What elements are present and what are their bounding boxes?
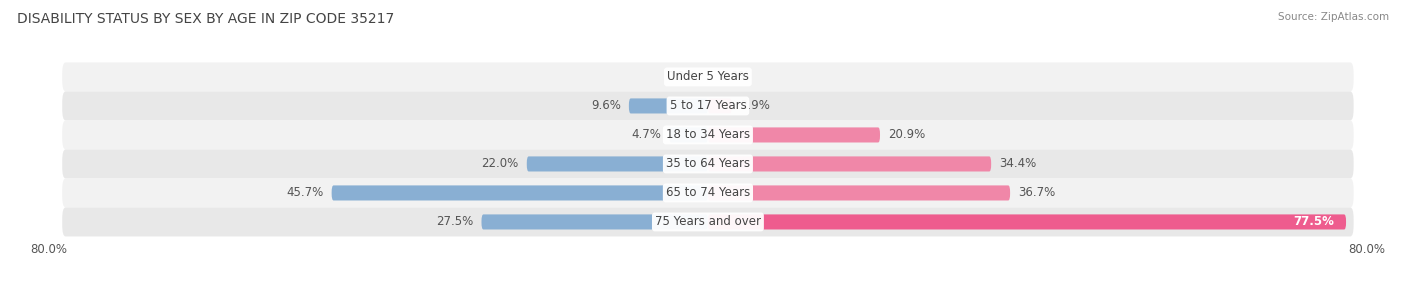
FancyBboxPatch shape	[62, 63, 1354, 92]
Text: 34.4%: 34.4%	[1000, 157, 1036, 170]
FancyBboxPatch shape	[481, 214, 709, 229]
Text: 5 to 17 Years: 5 to 17 Years	[669, 99, 747, 113]
FancyBboxPatch shape	[62, 120, 1354, 149]
Legend: Male, Female: Male, Female	[647, 302, 769, 305]
FancyBboxPatch shape	[709, 156, 991, 171]
Text: 20.9%: 20.9%	[889, 128, 925, 142]
FancyBboxPatch shape	[709, 99, 731, 113]
Text: 4.7%: 4.7%	[631, 128, 661, 142]
Text: 0.0%: 0.0%	[666, 70, 696, 84]
Text: 9.6%: 9.6%	[591, 99, 620, 113]
Text: 2.9%: 2.9%	[740, 99, 770, 113]
FancyBboxPatch shape	[332, 185, 709, 200]
FancyBboxPatch shape	[62, 149, 1354, 178]
Text: 36.7%: 36.7%	[1018, 186, 1056, 199]
Text: 22.0%: 22.0%	[481, 157, 519, 170]
FancyBboxPatch shape	[628, 99, 709, 113]
Text: 75 Years and over: 75 Years and over	[655, 215, 761, 228]
FancyBboxPatch shape	[669, 127, 709, 142]
FancyBboxPatch shape	[709, 185, 1010, 200]
Text: Under 5 Years: Under 5 Years	[666, 70, 749, 84]
Text: DISABILITY STATUS BY SEX BY AGE IN ZIP CODE 35217: DISABILITY STATUS BY SEX BY AGE IN ZIP C…	[17, 12, 394, 26]
Text: 65 to 74 Years: 65 to 74 Years	[666, 186, 749, 199]
Text: 27.5%: 27.5%	[436, 215, 474, 228]
FancyBboxPatch shape	[527, 156, 709, 171]
Text: Source: ZipAtlas.com: Source: ZipAtlas.com	[1278, 12, 1389, 22]
Text: 18 to 34 Years: 18 to 34 Years	[666, 128, 749, 142]
FancyBboxPatch shape	[709, 127, 880, 142]
FancyBboxPatch shape	[62, 92, 1354, 120]
FancyBboxPatch shape	[62, 207, 1354, 236]
Text: 77.5%: 77.5%	[1294, 215, 1334, 228]
FancyBboxPatch shape	[709, 214, 1346, 229]
Text: 45.7%: 45.7%	[287, 186, 323, 199]
FancyBboxPatch shape	[62, 178, 1354, 207]
Text: 35 to 64 Years: 35 to 64 Years	[666, 157, 749, 170]
Text: 0.0%: 0.0%	[720, 70, 749, 84]
